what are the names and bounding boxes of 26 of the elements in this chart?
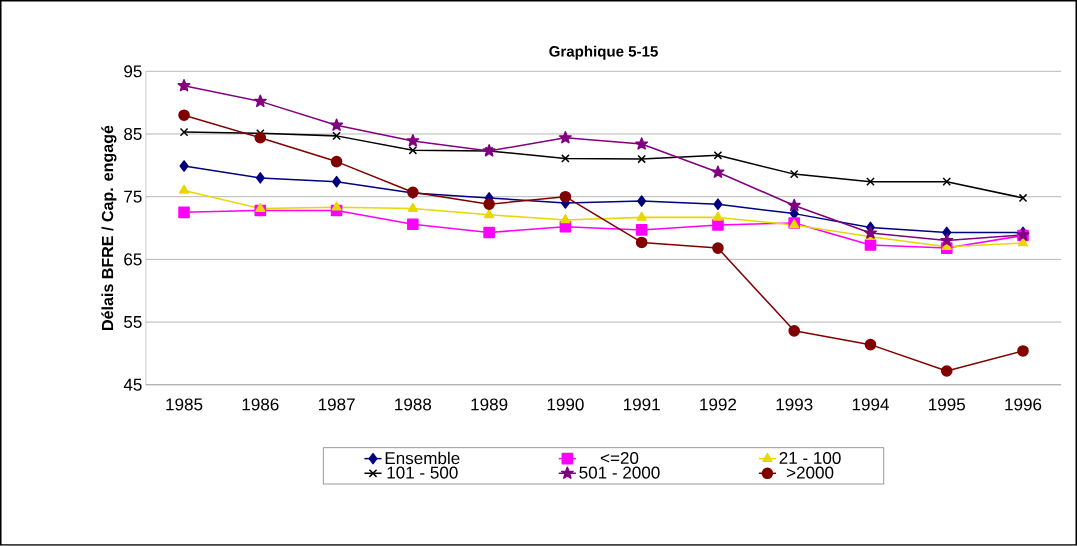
legend-label: 21 - 100	[779, 452, 841, 465]
y-axis-title: Délais BFRE / Cap. engagé	[101, 125, 117, 331]
legend-label: >2000	[786, 466, 834, 479]
x-tick-label: 1993	[776, 398, 813, 411]
chart-title: Graphique 5-15	[549, 45, 658, 60]
y-tick-label: 85	[124, 128, 142, 141]
legend-label: <=20	[600, 452, 639, 465]
x-tick-label: 1989	[471, 398, 508, 411]
legend-label: 101 - 500	[387, 466, 458, 479]
x-tick-label: 1990	[547, 398, 584, 411]
x-tick-label: 1992	[700, 398, 737, 411]
y-tick-label: 55	[124, 316, 142, 329]
y-tick-label: 75	[124, 190, 142, 203]
legend-label: Ensemble	[385, 451, 460, 465]
y-tick-label: 95	[124, 65, 142, 78]
x-tick-label: 1985	[166, 398, 203, 411]
y-tick-label: 45	[123, 378, 142, 391]
x-tick-label: 1986	[242, 398, 279, 411]
x-tick-label: 1987	[318, 398, 355, 411]
x-tick-label: 1995	[929, 398, 965, 411]
x-tick-label: 1994	[852, 398, 889, 411]
y-tick-label: 65	[124, 253, 142, 266]
legend-label: 501 - 2000	[579, 466, 660, 479]
x-tick-label: 1991	[623, 398, 660, 411]
x-tick-label: 1996	[1005, 398, 1042, 411]
x-tick-label: 1988	[395, 398, 432, 411]
